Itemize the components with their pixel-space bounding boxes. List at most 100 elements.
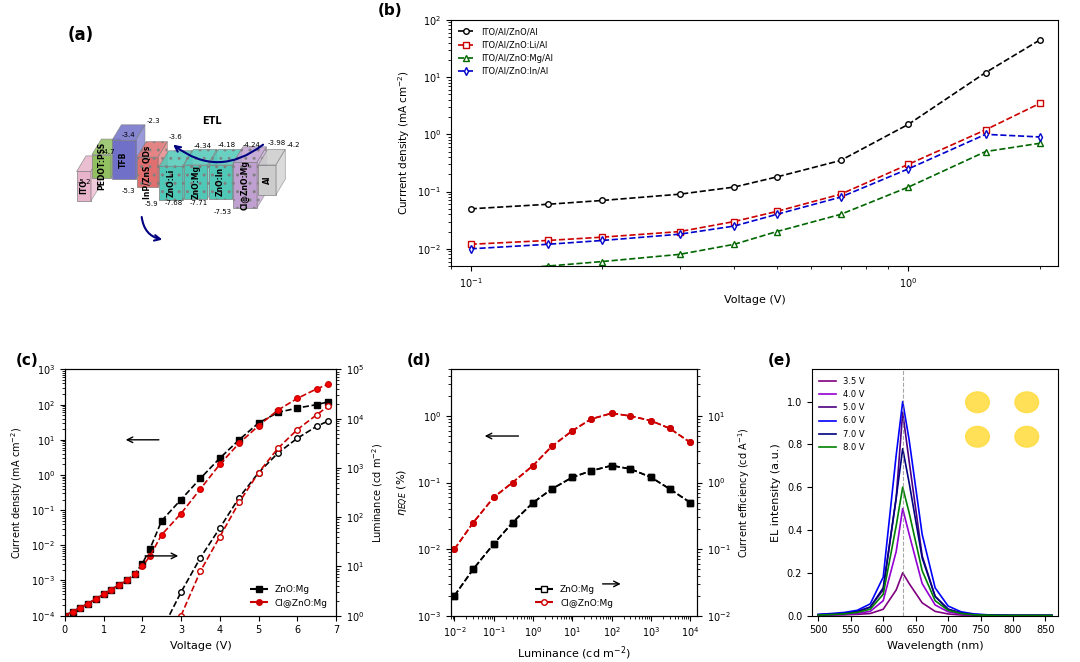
6.0 V <box>877 573 890 581</box>
4.0 V <box>994 612 1007 620</box>
6.0 V <box>903 436 916 444</box>
Polygon shape <box>92 155 111 178</box>
ITO/Al/ZnO:Li/Al <box>541 236 554 244</box>
Text: -7.68: -7.68 <box>164 200 183 206</box>
4.0 V <box>903 530 916 538</box>
5.0 V <box>864 603 877 611</box>
8.0 V <box>1020 612 1032 620</box>
8.0 V <box>864 605 877 613</box>
Text: (c): (c) <box>16 353 39 367</box>
6.0 V <box>851 606 864 614</box>
7.0 V <box>864 603 877 611</box>
Line: ITO/Al/ZnO:Mg/Al: ITO/Al/ZnO:Mg/Al <box>468 140 1043 274</box>
6.0 V <box>955 608 968 616</box>
Legend: ITO/Al/ZnO/Al, ITO/Al/ZnO:Li/Al, ITO/Al/ZnO:Mg/Al, ITO/Al/ZnO:In/Al: ITO/Al/ZnO/Al, ITO/Al/ZnO:Li/Al, ITO/Al/… <box>455 24 557 79</box>
ITO/Al/ZnO:Mg/Al <box>541 262 554 270</box>
ITO/Al/ZnO:Mg/Al <box>596 258 609 265</box>
6.0 V <box>981 611 994 619</box>
Text: PEDOT:PSS: PEDOT:PSS <box>97 142 106 191</box>
8.0 V <box>890 522 903 530</box>
Polygon shape <box>184 165 207 199</box>
6.0 V <box>1020 612 1032 620</box>
Line: 5.0 V: 5.0 V <box>819 412 1052 616</box>
Text: -3.4: -3.4 <box>121 132 135 138</box>
8.0 V <box>929 596 942 604</box>
7.0 V <box>890 494 903 502</box>
Y-axis label: EL intensity (a.u.): EL intensity (a.u.) <box>771 443 781 542</box>
ITO/Al/ZnO:In/Al <box>541 240 554 248</box>
X-axis label: Voltage (V): Voltage (V) <box>170 641 231 651</box>
5.0 V <box>1045 612 1058 620</box>
ITO/Al/ZnO:Li/Al <box>1034 99 1047 107</box>
7.0 V <box>981 611 994 619</box>
Polygon shape <box>257 147 267 208</box>
ITO/Al/ZnO:In/Al <box>1034 133 1047 141</box>
7.0 V <box>916 554 929 562</box>
6.0 V <box>812 610 825 618</box>
Y-axis label: Current density (mA cm$^{-2}$): Current density (mA cm$^{-2}$) <box>10 426 25 559</box>
Line: ITO/Al/ZnO:In/Al: ITO/Al/ZnO:In/Al <box>468 132 1043 252</box>
5.0 V <box>994 611 1007 619</box>
4.0 V <box>981 611 994 619</box>
Polygon shape <box>137 157 158 187</box>
4.0 V <box>916 579 929 587</box>
7.0 V <box>1020 612 1032 620</box>
ITO/Al/ZnO:Mg/Al <box>980 148 993 156</box>
ITO/Al/ZnO:In/Al <box>980 130 993 138</box>
Text: -4.24: -4.24 <box>243 142 260 148</box>
6.0 V <box>1032 612 1045 620</box>
3.5 V <box>1007 612 1020 620</box>
4.0 V <box>1045 612 1058 620</box>
Text: ZnO:Li: ZnO:Li <box>166 169 175 197</box>
Polygon shape <box>207 150 217 199</box>
5.0 V <box>877 586 890 594</box>
ITO/Al/ZnO:Mg/Al <box>770 228 783 236</box>
4.0 V <box>890 547 903 555</box>
ITO/Al/ZnO:In/Al <box>673 230 686 238</box>
4.0 V <box>896 504 909 512</box>
ITO/Al/ZnO:Mg/Al <box>673 250 686 258</box>
Text: -5.2: -5.2 <box>78 179 91 185</box>
7.0 V <box>851 608 864 616</box>
7.0 V <box>896 445 909 453</box>
4.0 V <box>955 610 968 618</box>
ITO/Al/ZnO:Mg/Al <box>834 211 847 218</box>
Polygon shape <box>112 140 136 179</box>
Polygon shape <box>137 142 167 157</box>
7.0 V <box>1007 612 1020 620</box>
Polygon shape <box>233 147 267 162</box>
Text: Al: Al <box>262 175 271 184</box>
Legend: ZnO:Mg, Cl@ZnO:Mg: ZnO:Mg, Cl@ZnO:Mg <box>531 581 617 611</box>
ITO/Al/ZnO:Li/Al <box>902 160 915 168</box>
Polygon shape <box>258 165 275 195</box>
7.0 V <box>812 611 825 619</box>
Text: -7.53: -7.53 <box>214 209 232 215</box>
ITO/Al/ZnO:Mg/Al <box>728 240 741 248</box>
6.0 V <box>916 530 929 538</box>
X-axis label: Voltage (V): Voltage (V) <box>724 295 785 305</box>
Text: (d): (d) <box>406 353 431 367</box>
Text: TFB: TFB <box>119 152 129 168</box>
ITO/Al/ZnO:Li/Al <box>980 126 993 134</box>
5.0 V <box>903 457 916 465</box>
8.0 V <box>994 612 1007 620</box>
4.0 V <box>1007 612 1020 620</box>
5.0 V <box>1020 612 1032 620</box>
Polygon shape <box>77 156 100 171</box>
6.0 V <box>942 602 955 610</box>
3.5 V <box>981 612 994 620</box>
Text: -4.2: -4.2 <box>286 142 300 148</box>
6.0 V <box>838 608 851 616</box>
ITO/Al/ZnO:Li/Al <box>728 218 741 226</box>
Polygon shape <box>258 150 285 165</box>
3.5 V <box>864 610 877 618</box>
8.0 V <box>903 509 916 517</box>
Line: ITO/Al/ZnO/Al: ITO/Al/ZnO/Al <box>468 37 1043 212</box>
ITO/Al/ZnO:Li/Al <box>673 228 686 236</box>
ITO/Al/ZnO/Al <box>596 197 609 205</box>
5.0 V <box>812 610 825 618</box>
Legend: ZnO:Mg, Cl@ZnO:Mg: ZnO:Mg, Cl@ZnO:Mg <box>246 581 332 611</box>
X-axis label: Luminance (cd m$^{-2}$): Luminance (cd m$^{-2}$) <box>517 645 631 662</box>
8.0 V <box>981 611 994 619</box>
Line: 3.5 V: 3.5 V <box>819 573 1052 616</box>
